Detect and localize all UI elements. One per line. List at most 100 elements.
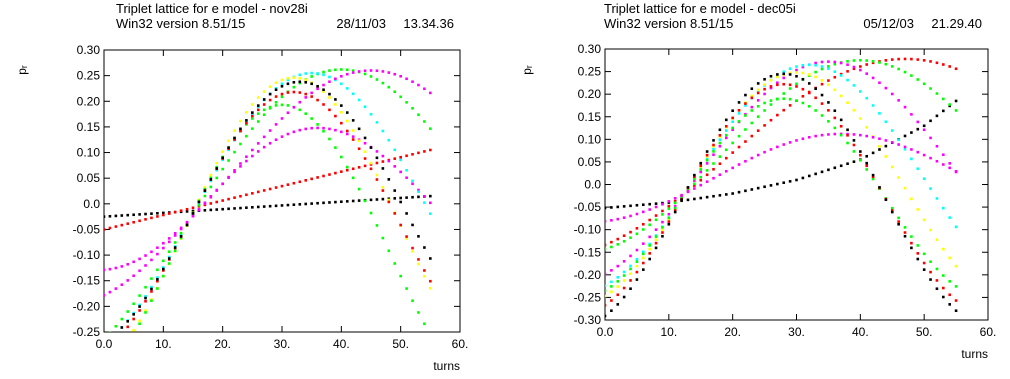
- data-point: [363, 141, 367, 145]
- data-point: [699, 161, 703, 165]
- data-point: [948, 280, 951, 283]
- data-point: [942, 109, 945, 113]
- data-point: [935, 159, 939, 163]
- data-point: [203, 194, 207, 198]
- data-point: [357, 139, 361, 143]
- data-point: [629, 279, 632, 282]
- data-point: [942, 286, 945, 290]
- data-point: [405, 168, 408, 172]
- data-point: [411, 182, 414, 186]
- data-point: [203, 208, 207, 212]
- data-point: [417, 311, 420, 314]
- data-point: [871, 175, 875, 179]
- data-point: [667, 222, 671, 226]
- data-point: [731, 120, 734, 124]
- data-point: [274, 88, 278, 92]
- x-tick-label: 20.: [214, 337, 231, 351]
- data-point: [954, 285, 958, 288]
- data-point: [731, 151, 734, 154]
- chart-date: 28/11/03: [336, 16, 386, 31]
- data-point: [345, 119, 349, 123]
- data-point: [405, 196, 408, 199]
- data-point: [814, 63, 817, 67]
- data-point: [126, 263, 130, 266]
- data-point: [262, 145, 266, 149]
- data-point: [399, 158, 402, 162]
- data-point: [910, 241, 913, 245]
- data-point: [144, 254, 147, 257]
- data-point: [833, 126, 837, 130]
- data-point: [316, 201, 319, 205]
- data-point: [605, 272, 607, 276]
- data-point: [833, 70, 837, 73]
- chart-subtitle: Win32 version 8.51/15: [116, 16, 245, 31]
- data-point: [280, 184, 284, 188]
- data-point: [121, 333, 124, 336]
- data-point: [104, 215, 106, 218]
- data-point: [859, 117, 862, 120]
- data-point: [878, 112, 881, 115]
- data-point: [209, 179, 213, 183]
- data-point: [629, 254, 632, 258]
- data-point: [363, 199, 367, 203]
- data-point: [245, 206, 248, 209]
- data-point: [801, 71, 805, 75]
- data-point: [922, 177, 926, 180]
- data-point: [693, 173, 696, 177]
- data-point: [654, 202, 658, 205]
- data-point: [256, 112, 260, 115]
- data-point: [292, 90, 296, 94]
- y-tick-label: 0.25: [578, 65, 602, 79]
- data-point: [429, 91, 432, 95]
- data-point: [610, 290, 613, 294]
- data-point: [340, 111, 343, 114]
- data-point: [286, 132, 290, 136]
- data-point: [144, 264, 147, 267]
- data-point: [629, 287, 632, 291]
- data-point: [375, 78, 379, 81]
- data-point: [820, 82, 824, 86]
- data-point: [340, 121, 343, 125]
- data-point: [839, 164, 843, 168]
- data-point: [610, 309, 613, 313]
- data-point: [929, 278, 932, 281]
- data-point: [203, 202, 207, 206]
- data-point: [304, 72, 308, 75]
- data-point: [357, 199, 361, 202]
- data-point: [922, 261, 926, 265]
- data-point: [744, 159, 747, 163]
- data-point: [363, 164, 367, 168]
- data-point: [852, 139, 856, 142]
- data-point: [316, 123, 319, 126]
- data-point: [286, 78, 290, 82]
- y-tick-label: 0.10: [578, 132, 602, 146]
- data-point: [340, 74, 343, 78]
- data-point: [724, 133, 728, 137]
- data-point: [903, 57, 907, 61]
- data-point: [340, 170, 343, 173]
- x-tick-label: 50.: [392, 337, 409, 351]
- data-point: [648, 244, 651, 247]
- data-point: [126, 325, 130, 329]
- data-point: [859, 65, 862, 68]
- data-point: [954, 309, 958, 313]
- data-point: [948, 293, 951, 297]
- data-point: [814, 75, 817, 79]
- data-point: [126, 213, 130, 217]
- data-point: [610, 240, 613, 244]
- data-point: [712, 139, 715, 142]
- data-point: [782, 82, 786, 86]
- data-point: [724, 118, 728, 122]
- data-point: [179, 236, 183, 240]
- data-point: [795, 85, 798, 88]
- data-point: [286, 91, 290, 94]
- data-point: [954, 169, 958, 173]
- data-point: [280, 95, 284, 99]
- data-point: [298, 203, 302, 206]
- data-point: [126, 279, 130, 282]
- data-point: [903, 145, 907, 149]
- data-point: [381, 160, 385, 163]
- data-point: [167, 240, 171, 244]
- data-point: [227, 159, 230, 162]
- data-point: [610, 280, 613, 284]
